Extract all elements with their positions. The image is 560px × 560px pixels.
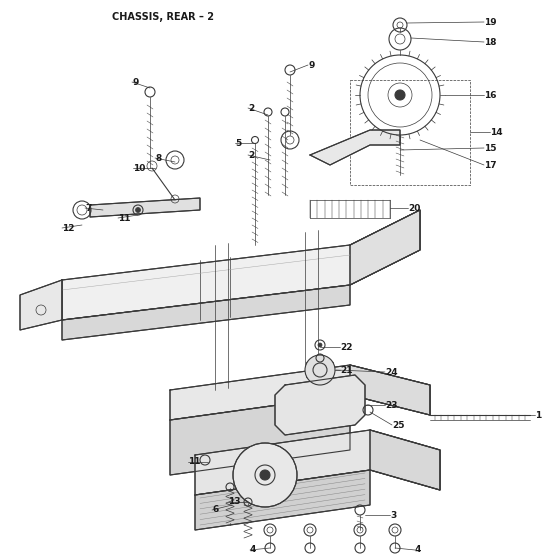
Text: 19: 19 bbox=[484, 17, 497, 26]
Text: 9: 9 bbox=[308, 60, 314, 69]
Circle shape bbox=[318, 343, 322, 347]
Polygon shape bbox=[62, 210, 420, 320]
Text: 8: 8 bbox=[155, 153, 161, 162]
Text: 10: 10 bbox=[133, 164, 146, 172]
Circle shape bbox=[136, 208, 141, 212]
Text: 6: 6 bbox=[212, 506, 218, 515]
Text: 16: 16 bbox=[484, 91, 497, 100]
Text: 2: 2 bbox=[248, 104, 254, 113]
Text: 24: 24 bbox=[385, 367, 398, 376]
Text: 2: 2 bbox=[248, 151, 254, 160]
Polygon shape bbox=[20, 280, 62, 330]
Text: 17: 17 bbox=[484, 161, 497, 170]
Text: 20: 20 bbox=[408, 203, 421, 212]
Text: 13: 13 bbox=[228, 497, 240, 506]
Circle shape bbox=[395, 90, 405, 100]
Text: 4: 4 bbox=[250, 545, 256, 554]
Text: 3: 3 bbox=[390, 511, 396, 520]
Polygon shape bbox=[195, 430, 440, 495]
Text: 15: 15 bbox=[484, 143, 497, 152]
Text: 23: 23 bbox=[385, 400, 398, 409]
Text: 25: 25 bbox=[392, 421, 404, 430]
Text: CHASSIS, REAR – 2: CHASSIS, REAR – 2 bbox=[112, 12, 214, 22]
Polygon shape bbox=[170, 365, 430, 420]
Text: 1: 1 bbox=[535, 410, 542, 419]
Circle shape bbox=[260, 470, 270, 480]
Text: 12: 12 bbox=[62, 223, 74, 232]
Polygon shape bbox=[170, 395, 350, 475]
Text: 9: 9 bbox=[132, 77, 138, 86]
Polygon shape bbox=[275, 375, 365, 435]
Text: 21: 21 bbox=[340, 366, 352, 375]
Polygon shape bbox=[62, 285, 350, 340]
Polygon shape bbox=[195, 470, 370, 530]
Circle shape bbox=[233, 443, 297, 507]
Text: 7: 7 bbox=[85, 203, 91, 212]
Text: 11: 11 bbox=[118, 213, 130, 222]
Text: 18: 18 bbox=[484, 38, 497, 46]
Polygon shape bbox=[350, 210, 420, 285]
Text: 4: 4 bbox=[415, 545, 421, 554]
Text: 22: 22 bbox=[340, 343, 352, 352]
Polygon shape bbox=[350, 365, 430, 415]
Polygon shape bbox=[90, 198, 200, 217]
Text: 11: 11 bbox=[188, 458, 200, 466]
Polygon shape bbox=[370, 430, 440, 490]
Polygon shape bbox=[307, 355, 333, 385]
Text: 5: 5 bbox=[235, 138, 241, 147]
Text: 14: 14 bbox=[490, 128, 503, 137]
Circle shape bbox=[305, 355, 335, 385]
Polygon shape bbox=[310, 130, 400, 165]
